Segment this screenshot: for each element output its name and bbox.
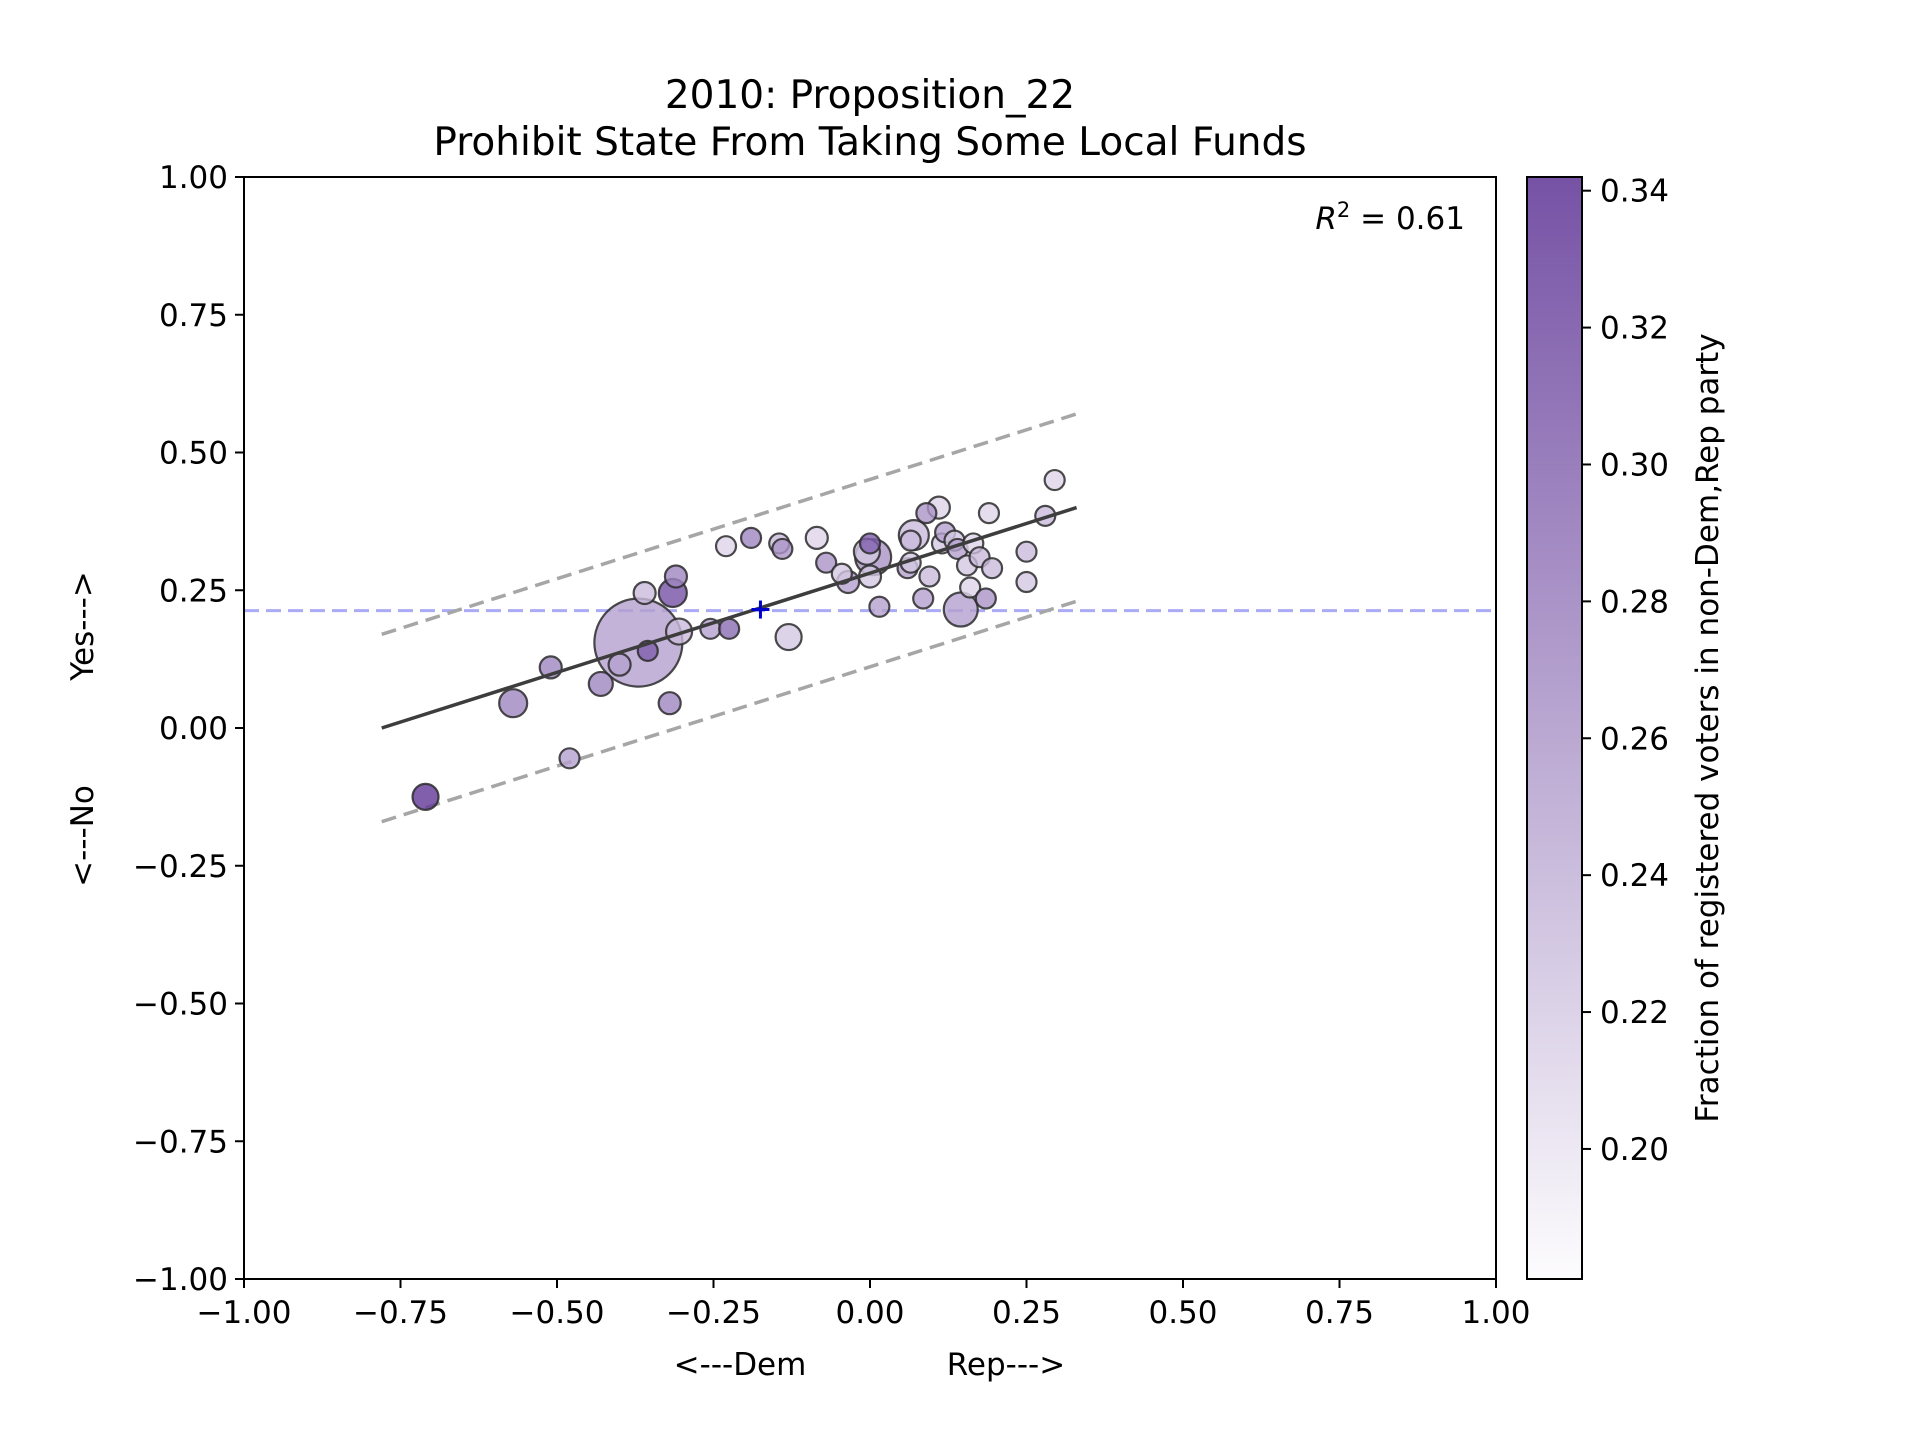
mean-marker bbox=[751, 600, 770, 619]
data-point bbox=[739, 526, 763, 550]
colorbar-tick-label: 0.28 bbox=[1600, 584, 1669, 620]
y-tick-label: 0.25 bbox=[159, 573, 228, 609]
colorbar-tick-label: 0.32 bbox=[1600, 311, 1669, 347]
data-point bbox=[664, 617, 694, 646]
data-point bbox=[918, 565, 941, 588]
y-axis-label-bottom: <---No bbox=[65, 785, 101, 887]
data-point bbox=[1015, 570, 1038, 594]
data-point bbox=[1043, 468, 1066, 492]
x-tick-label: 1.00 bbox=[1461, 1295, 1530, 1331]
x-tick-label: −1.00 bbox=[197, 1295, 292, 1331]
x-axis-label-right: Rep---> bbox=[947, 1347, 1065, 1383]
y-tick-label: −0.75 bbox=[133, 1124, 228, 1160]
data-point bbox=[912, 587, 935, 610]
data-point bbox=[858, 532, 882, 555]
y-tick-label: 1.00 bbox=[159, 160, 228, 196]
plot-frame bbox=[243, 176, 1497, 1280]
data-point bbox=[959, 576, 982, 599]
colorbar: 0.20 0.22 0.24 0.26 0.28 0.30 0.32 0.34 Fractio… bbox=[1526, 174, 1726, 1280]
data-point bbox=[657, 691, 682, 716]
x-tick-label: 0.00 bbox=[835, 1295, 904, 1331]
colorbar-tick-label: 0.26 bbox=[1600, 721, 1669, 757]
x-tick-label: −0.25 bbox=[666, 1295, 761, 1331]
colorbar-gradient bbox=[1527, 177, 1582, 1279]
colorbar-tick-label: 0.34 bbox=[1600, 174, 1669, 210]
data-point bbox=[1015, 540, 1038, 563]
x-tick-label: −0.75 bbox=[353, 1295, 448, 1331]
y-tick-label: −0.50 bbox=[133, 987, 228, 1023]
data-point bbox=[804, 525, 829, 551]
colorbar-frame bbox=[1526, 176, 1583, 1280]
data-point bbox=[868, 595, 891, 618]
r-squared-annotation: R2 = 0.61 bbox=[1315, 198, 1465, 237]
plot-area bbox=[244, 412, 1496, 824]
colorbar-tick-label: 0.30 bbox=[1600, 447, 1669, 483]
data-point bbox=[771, 537, 794, 561]
data-point bbox=[663, 564, 689, 589]
data-point bbox=[899, 529, 922, 552]
data-point bbox=[714, 535, 738, 558]
y-tick-label: −1.00 bbox=[133, 1262, 228, 1298]
y-tick-label: 0.75 bbox=[159, 298, 228, 334]
data-point bbox=[498, 688, 529, 719]
data-point bbox=[977, 502, 1001, 525]
data-point bbox=[774, 622, 803, 652]
chart-title: 2010: Proposition_22 bbox=[665, 73, 1075, 118]
data-point bbox=[558, 747, 581, 770]
x-tick-label: 0.50 bbox=[1148, 1295, 1217, 1331]
lower-band-line bbox=[381, 599, 1078, 824]
colorbar-label: Fraction of registered voters in non-Dem… bbox=[1690, 333, 1726, 1122]
x-tick-label: −0.50 bbox=[510, 1295, 605, 1331]
r-squared-symbol: R bbox=[1315, 201, 1337, 237]
y-axis: −1.00 −0.75 −0.50 −0.25 0.00 0.25 0.50 0.75 1.00 bbox=[133, 160, 244, 1298]
upper-band-line bbox=[381, 412, 1078, 636]
data-point bbox=[632, 580, 657, 606]
regression-line bbox=[381, 505, 1078, 730]
r-squared-exponent: 2 bbox=[1337, 198, 1350, 222]
y-tick-label: 0.00 bbox=[159, 711, 228, 747]
data-point bbox=[915, 502, 938, 525]
data-point bbox=[411, 782, 440, 811]
x-tick-label: 0.25 bbox=[992, 1295, 1061, 1331]
colorbar-tick-label: 0.24 bbox=[1600, 858, 1669, 894]
colorbar-tick-label: 0.20 bbox=[1600, 1132, 1669, 1168]
colorbar-tick-label: 0.22 bbox=[1600, 995, 1669, 1031]
chart-subtitle: Prohibit State From Taking Some Local Fu… bbox=[433, 120, 1306, 165]
data-point bbox=[607, 652, 632, 677]
data-point bbox=[974, 587, 997, 610]
data-point bbox=[815, 551, 838, 574]
data-point bbox=[980, 557, 1004, 580]
x-axis-label-left: <---Dem bbox=[674, 1347, 807, 1383]
y-axis-label-top: Yes---> bbox=[65, 571, 101, 682]
x-axis: −1.00 −0.75 −0.50 −0.25 0.00 0.25 0.50 0.75 1.00 bbox=[197, 1279, 1531, 1331]
y-tick-label: 0.50 bbox=[159, 436, 228, 472]
x-tick-label: 0.75 bbox=[1305, 1295, 1374, 1331]
data-point bbox=[587, 670, 614, 698]
r-squared-value: = 0.61 bbox=[1350, 201, 1465, 237]
y-tick-label: −0.25 bbox=[133, 849, 228, 885]
